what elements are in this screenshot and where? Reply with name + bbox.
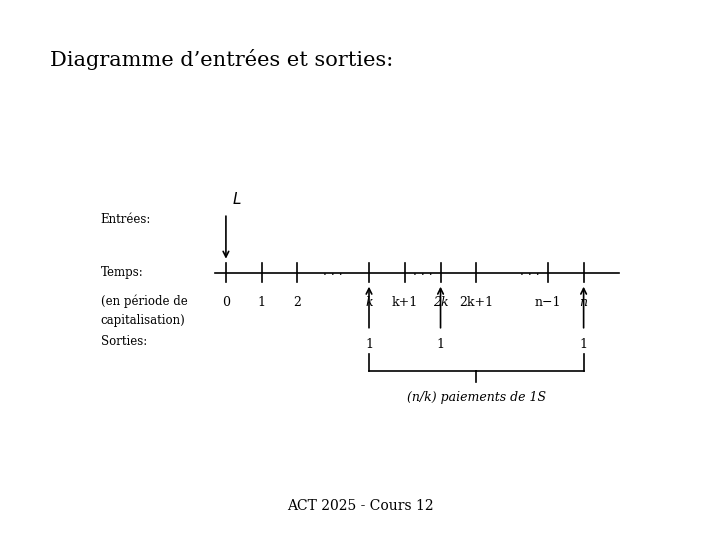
Text: 2: 2: [294, 296, 302, 309]
Text: 1: 1: [365, 338, 373, 351]
Text: . . .: . . .: [413, 266, 433, 279]
Text: (n/k) paiements de 1S: (n/k) paiements de 1S: [407, 392, 546, 404]
Text: ACT 2025 - Cours 12: ACT 2025 - Cours 12: [287, 499, 433, 513]
Text: 1: 1: [436, 338, 444, 351]
Text: Temps:: Temps:: [101, 266, 143, 279]
Text: (en période de: (en période de: [101, 294, 187, 308]
Text: . . .: . . .: [323, 266, 343, 279]
Text: 2k: 2k: [433, 296, 449, 309]
Text: capitalisation): capitalisation): [101, 314, 186, 327]
Text: Entrées:: Entrées:: [101, 213, 151, 226]
Text: k+1: k+1: [392, 296, 418, 309]
Text: 2k+1: 2k+1: [459, 296, 493, 309]
Text: . . .: . . .: [520, 266, 540, 279]
Text: 1: 1: [580, 338, 588, 351]
Text: n: n: [580, 296, 588, 309]
Text: $L$: $L$: [233, 191, 242, 207]
Text: Diagramme d’entrées et sorties:: Diagramme d’entrées et sorties:: [50, 49, 394, 70]
Text: 1: 1: [258, 296, 266, 309]
Text: 0: 0: [222, 296, 230, 309]
Text: k: k: [365, 296, 373, 309]
Text: n−1: n−1: [534, 296, 561, 309]
Text: Sorties:: Sorties:: [101, 334, 147, 348]
